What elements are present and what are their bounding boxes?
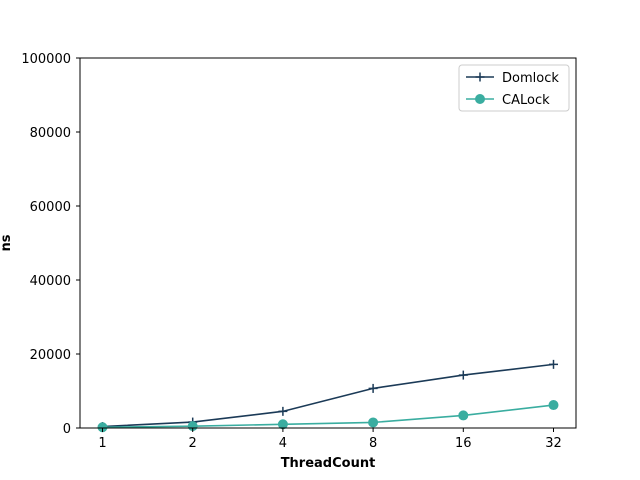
y-axis-label: ns [0,234,14,251]
series-1-point [548,400,559,411]
series-0-point [458,370,468,380]
series-line-domlock [102,363,554,428]
series-1-point [277,419,288,430]
ticks-layer: 1 2 4 8 16 32 0 20000 40000 60000 80000 100000 [21,52,561,451]
x-tick-label: 1 [98,436,106,451]
y-tick-label: 0 [63,422,71,437]
series-line-calock [102,404,554,429]
legend-item-domlock: Domlock [466,71,559,86]
series-1-point [368,417,379,428]
y-tick-label: 80000 [30,126,71,141]
y-tick-label: 40000 [30,274,71,289]
series-0-point [475,72,485,82]
series-0-point [278,406,288,416]
x-tick-label: 2 [189,436,197,451]
x-tick-label: 16 [455,436,472,451]
x-axis-label: ThreadCount [281,456,376,471]
x-tick-label: 32 [545,436,562,451]
legend-label: CALock [502,93,550,108]
series-1-point [458,410,469,421]
y-tick-label: 100000 [21,52,71,67]
x-tick-label: 8 [369,436,377,451]
y-tick-label: 60000 [30,200,71,215]
plot-frame [79,57,577,429]
plot-layer [97,359,559,433]
series-0-point [549,359,558,369]
legend: Domlock CALock [458,64,570,112]
y-tick-label: 20000 [30,348,71,363]
series-1-point [475,94,485,104]
x-tick-label: 4 [279,436,287,451]
legend-label: Domlock [502,71,559,86]
series-0-point [368,383,378,393]
legend-item-calock: CALock [466,93,550,108]
